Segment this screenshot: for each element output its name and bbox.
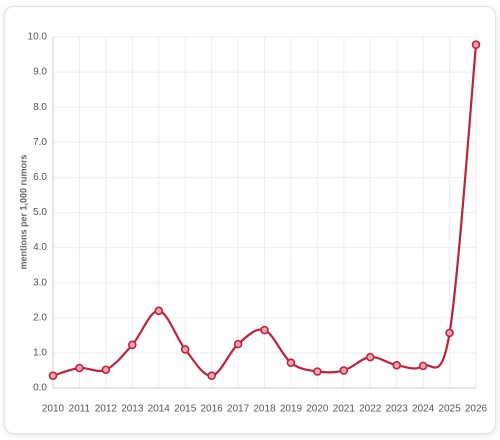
point xyxy=(445,328,454,338)
card xyxy=(4,6,496,434)
point xyxy=(48,371,58,381)
point xyxy=(471,40,481,50)
x-tick-label: 2019 xyxy=(280,404,303,415)
point xyxy=(286,358,296,368)
x-tick-label: 2023 xyxy=(386,404,409,415)
point xyxy=(365,352,375,362)
y-tick-label: 8.0 xyxy=(33,102,47,113)
x-tick-label: 2010 xyxy=(42,404,65,415)
point xyxy=(154,306,164,316)
x-tick-label: 2022 xyxy=(359,404,382,415)
x-tick-label: 2016 xyxy=(201,404,224,415)
x-tick-label: 2011 xyxy=(69,404,91,415)
point xyxy=(75,363,84,373)
point xyxy=(180,345,190,354)
x-tick-label: 2013 xyxy=(121,404,144,415)
point xyxy=(418,361,428,371)
point xyxy=(207,371,216,381)
point xyxy=(392,360,401,370)
y-tick-label: 5.0 xyxy=(33,207,47,218)
point xyxy=(339,366,349,375)
y-tick-label: 7.0 xyxy=(33,137,47,148)
point xyxy=(128,340,137,350)
point xyxy=(233,339,243,349)
x-tick-label: 2018 xyxy=(253,404,276,415)
y-tick-label: 4.0 xyxy=(33,242,47,253)
y-axis-label: mentions per 1,000 rumors xyxy=(18,154,28,269)
x-tick-label: 2017 xyxy=(227,404,250,415)
point xyxy=(101,365,111,375)
y-tick-label: 0.0 xyxy=(33,383,47,394)
y-tick-label: 2.0 xyxy=(33,312,47,323)
x-tick-label: 2026 xyxy=(465,404,488,415)
x-tick-label: 2012 xyxy=(95,404,118,415)
x-tick-label: 2025 xyxy=(438,404,461,415)
y-tick-label: 1.0 xyxy=(33,348,47,359)
point xyxy=(313,367,322,376)
point xyxy=(260,325,269,335)
x-tick-label: 2014 xyxy=(148,404,171,415)
x-tick-label: 2015 xyxy=(174,404,197,415)
x-tick-label: 2021 xyxy=(333,404,356,415)
y-tick-label: 9.0 xyxy=(33,67,47,78)
x-tick-label: 2024 xyxy=(412,404,435,415)
y-tick-label: 3.0 xyxy=(33,277,47,288)
x-tick-label: 2020 xyxy=(306,404,329,415)
y-tick-label: 6.0 xyxy=(33,172,47,183)
y-tick-label: 10.0 xyxy=(28,32,48,43)
